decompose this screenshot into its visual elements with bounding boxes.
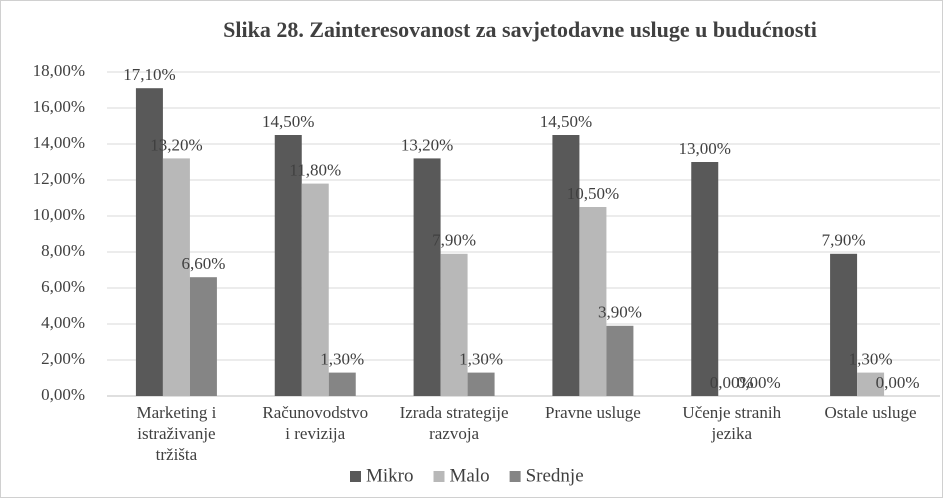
value-label: 3,90%	[598, 303, 642, 322]
x-tick-label: jezika	[710, 424, 752, 443]
y-tick-label: 4,00%	[41, 313, 85, 332]
x-tick-label: Ostale usluge	[825, 403, 917, 422]
value-label: 11,80%	[289, 161, 341, 180]
legend-label: Srednje	[526, 465, 584, 486]
bar	[579, 207, 607, 396]
bar	[552, 135, 580, 396]
y-tick-label: 2,00%	[41, 349, 85, 368]
value-label: 13,20%	[150, 135, 202, 154]
value-label: 13,00%	[679, 139, 731, 158]
bar	[413, 158, 441, 396]
value-label: 17,10%	[123, 65, 175, 84]
bar	[830, 253, 858, 396]
x-tick-label: Računovodstvo	[262, 403, 368, 422]
legend-swatch	[350, 471, 361, 482]
value-label: 1,30%	[320, 350, 364, 369]
value-label: 13,20%	[401, 135, 453, 154]
y-tick-label: 10,00%	[33, 205, 85, 224]
x-tick-label: Učenje stranih	[682, 403, 781, 422]
legend-swatch	[433, 471, 445, 482]
bar	[440, 253, 468, 396]
bar	[328, 372, 356, 396]
bar	[606, 325, 634, 396]
bar	[189, 277, 217, 396]
x-tick-label: istraživanje	[137, 424, 215, 443]
bar	[274, 135, 302, 396]
value-label: 1,30%	[849, 350, 893, 369]
x-tick-label: Izrada strategije	[400, 403, 509, 422]
value-label: 7,90%	[432, 231, 476, 250]
y-tick-label: 18,00%	[33, 61, 85, 80]
value-label: 14,50%	[262, 112, 314, 131]
bar	[691, 162, 719, 396]
bar	[301, 183, 329, 396]
value-label: 1,30%	[459, 350, 503, 369]
value-label: 0,00%	[710, 373, 754, 392]
y-tick-label: 8,00%	[41, 241, 85, 260]
bar	[857, 372, 885, 396]
bar	[162, 158, 190, 396]
value-label: 14,50%	[540, 112, 592, 131]
x-tick-label: tržišta	[156, 445, 198, 464]
bar	[135, 88, 163, 396]
y-tick-label: 14,00%	[33, 133, 85, 152]
value-label: 0,00%	[737, 373, 781, 392]
value-label: 7,90%	[822, 231, 866, 250]
y-tick-label: 6,00%	[41, 277, 85, 296]
legend-swatch	[509, 471, 521, 482]
value-label: 6,60%	[181, 254, 225, 273]
y-tick-label: 16,00%	[33, 97, 85, 116]
legend-label: Mikro	[366, 465, 414, 486]
y-tick-label: 0,00%	[41, 385, 85, 404]
x-tick-label: razvoja	[429, 424, 479, 443]
value-label: 0,00%	[876, 373, 920, 392]
x-tick-label: Pravne usluge	[545, 403, 641, 422]
bar	[467, 372, 495, 396]
x-tick-label: i revizija	[285, 424, 345, 443]
legend-label: Malo	[450, 465, 490, 486]
x-tick-label: Marketing i	[137, 403, 217, 422]
y-tick-label: 12,00%	[33, 169, 85, 188]
chart-title: Slika 28. Zainteresovanost za savjetodav…	[223, 17, 817, 42]
value-label: 10,50%	[567, 184, 619, 203]
